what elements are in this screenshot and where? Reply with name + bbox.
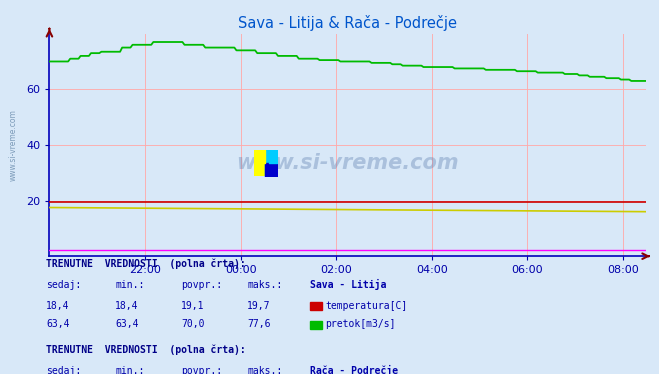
Text: min.:: min.:: [115, 280, 145, 290]
Text: sedaj:: sedaj:: [46, 280, 81, 290]
Text: min.:: min.:: [115, 366, 145, 374]
Text: Sava - Litija: Sava - Litija: [310, 279, 386, 290]
Text: povpr.:: povpr.:: [181, 366, 222, 374]
Text: Rača - Podrečje: Rača - Podrečje: [310, 365, 398, 374]
Text: 18,4: 18,4: [46, 301, 70, 310]
Text: temperatura[C]: temperatura[C]: [326, 301, 408, 310]
Text: www.si-vreme.com: www.si-vreme.com: [9, 109, 18, 181]
Text: 19,7: 19,7: [247, 301, 271, 310]
Text: 70,0: 70,0: [181, 319, 205, 329]
Text: TRENUTNE  VREDNOSTI  (polna črta):: TRENUTNE VREDNOSTI (polna črta):: [46, 259, 246, 269]
Text: povpr.:: povpr.:: [181, 280, 222, 290]
Text: pretok[m3/s]: pretok[m3/s]: [326, 319, 396, 329]
Title: Sava - Litija & Rača - Podrečje: Sava - Litija & Rača - Podrečje: [238, 15, 457, 31]
Text: 19,1: 19,1: [181, 301, 205, 310]
Text: 63,4: 63,4: [115, 319, 139, 329]
Text: maks.:: maks.:: [247, 280, 282, 290]
Text: 63,4: 63,4: [46, 319, 70, 329]
Text: www.si-vreme.com: www.si-vreme.com: [237, 153, 459, 173]
Text: sedaj:: sedaj:: [46, 366, 81, 374]
Text: TRENUTNE  VREDNOSTI  (polna črta):: TRENUTNE VREDNOSTI (polna črta):: [46, 345, 246, 355]
Text: 18,4: 18,4: [115, 301, 139, 310]
Text: maks.:: maks.:: [247, 366, 282, 374]
Text: 77,6: 77,6: [247, 319, 271, 329]
